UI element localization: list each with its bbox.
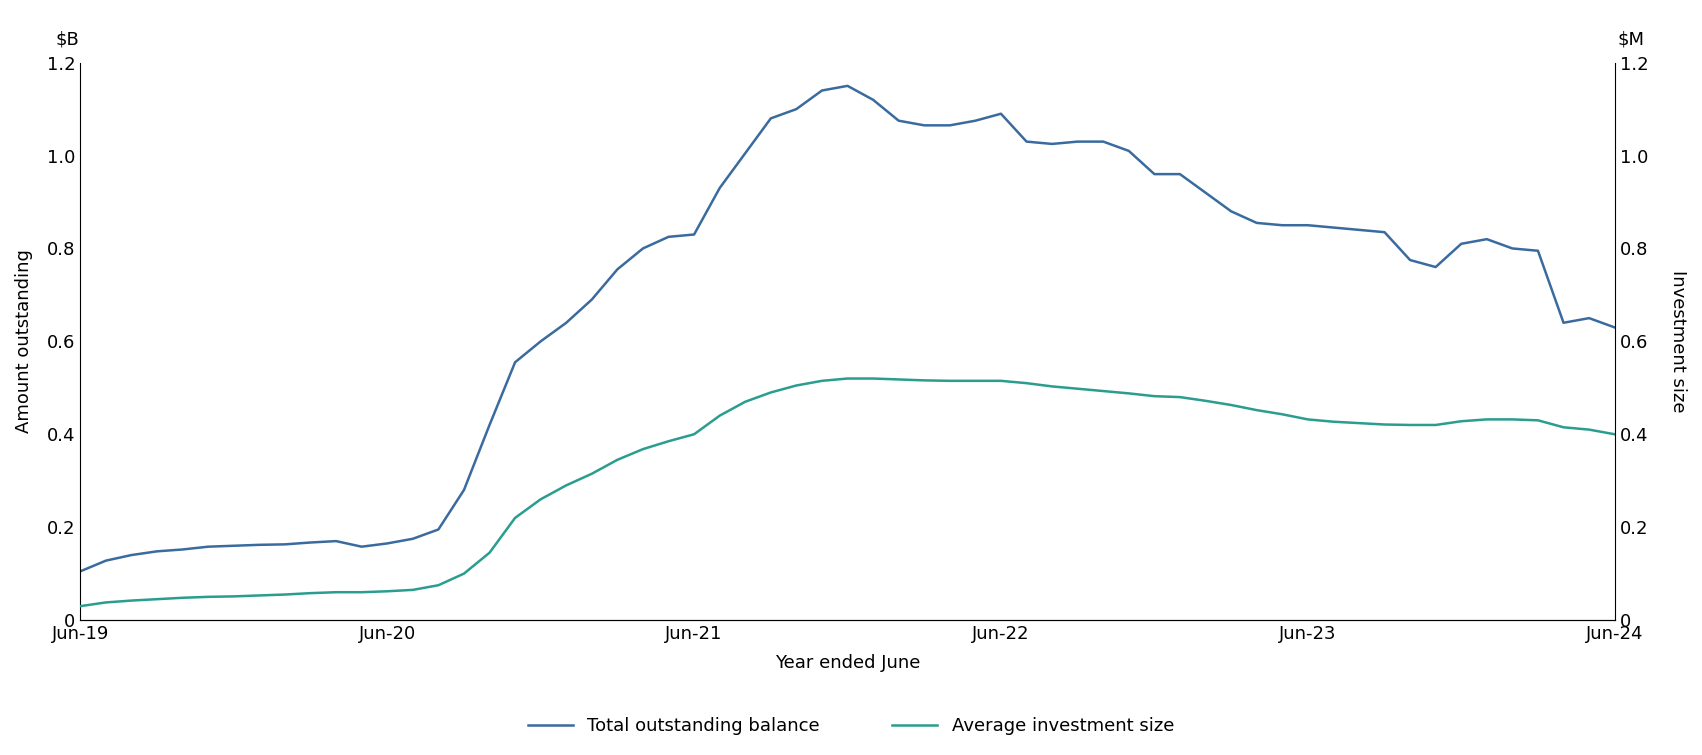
Average investment size xyxy=(914,376,934,385)
X-axis label: Year ended June: Year ended June xyxy=(774,654,921,672)
Average investment size xyxy=(608,455,628,464)
Total outstanding balance xyxy=(1605,323,1625,332)
Average investment size xyxy=(1426,421,1447,430)
Average investment size xyxy=(429,581,449,590)
Text: $M: $M xyxy=(1617,31,1644,49)
Total outstanding balance xyxy=(70,567,90,576)
Total outstanding balance xyxy=(429,525,449,534)
Y-axis label: Investment size: Investment size xyxy=(1670,270,1687,412)
Line: Average investment size: Average investment size xyxy=(80,378,1615,606)
Total outstanding balance xyxy=(1426,263,1447,272)
Average investment size xyxy=(837,374,858,383)
Text: $B: $B xyxy=(54,31,78,49)
Y-axis label: Amount outstanding: Amount outstanding xyxy=(15,249,32,433)
Total outstanding balance xyxy=(837,82,858,91)
Legend: Total outstanding balance, Average investment size: Total outstanding balance, Average inves… xyxy=(521,710,1181,742)
Total outstanding balance xyxy=(378,539,398,548)
Total outstanding balance xyxy=(1016,137,1037,146)
Average investment size xyxy=(1016,379,1037,388)
Total outstanding balance xyxy=(608,265,628,274)
Average investment size xyxy=(1605,430,1625,439)
Average investment size xyxy=(70,602,90,611)
Line: Total outstanding balance: Total outstanding balance xyxy=(80,86,1615,572)
Average investment size xyxy=(378,587,398,596)
Total outstanding balance xyxy=(914,121,934,130)
